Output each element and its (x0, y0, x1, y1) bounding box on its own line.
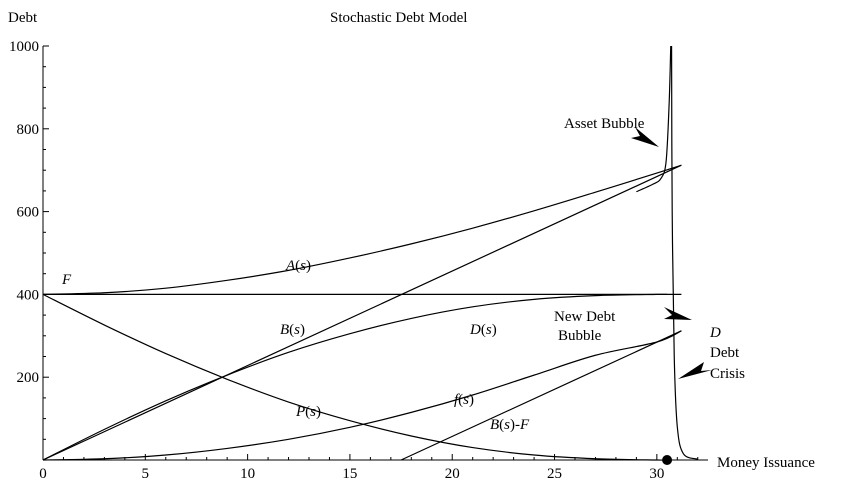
label-new-debt-2: Bubble (558, 328, 602, 344)
x-tick-label: 30 (649, 466, 664, 482)
series-debt-crisis (670, 45, 698, 460)
series-p-s (42, 293, 668, 461)
asset-bubble-arrow (631, 127, 659, 147)
y-tick-label: 1000 (9, 39, 39, 55)
debt-crisis-arrow (678, 362, 712, 379)
y-tick-label: 800 (17, 122, 40, 138)
series-d-s (42, 293, 668, 461)
x-tick-label: 25 (547, 466, 562, 482)
label-A: A(s) (285, 258, 311, 274)
label-B-minus-F: B(s)-F (490, 417, 530, 433)
new-debt-bubble-arrow (664, 307, 692, 320)
arrows (631, 127, 712, 379)
series-asset-bubble (636, 45, 672, 193)
series-b-s-f (400, 330, 682, 461)
x-tick-label: 5 (142, 466, 150, 482)
label-asset-bubble: Asset Bubble (564, 116, 645, 132)
x-tick-label: 0 (39, 466, 47, 482)
annotations: F A(s) B(s) D(s) P(s) f(s) B(s)-F D Asse… (61, 116, 745, 433)
chart-title: Stochastic Debt Model (330, 10, 467, 26)
series-group (42, 45, 698, 461)
series-b-s (42, 164, 682, 461)
label-B: B(s) (280, 322, 305, 338)
series-f-s (42, 330, 682, 461)
series-a-s (42, 164, 682, 295)
y-axis-label: Debt (8, 10, 38, 26)
y-tick-label: 600 (17, 205, 40, 221)
x-axis-label: Money Issuance (717, 455, 815, 471)
y-tick-label: 200 (17, 370, 40, 386)
label-F: F (61, 272, 72, 288)
label-D: D (709, 325, 721, 341)
label-debt-1: Debt (710, 345, 740, 361)
label-P: P(s) (295, 404, 321, 420)
ticks: 0 5 10 15 20 25 30 200 400 600 800 1000 (9, 39, 699, 482)
x-tick-label: 10 (240, 466, 255, 482)
axes (42, 46, 708, 461)
label-D-s: D(s) (469, 322, 497, 338)
x-tick-label: 20 (445, 466, 460, 482)
label-debt-2: Crisis (710, 366, 745, 382)
markers (662, 455, 673, 465)
label-new-debt-1: New Debt (554, 309, 616, 325)
issuance-marker (662, 455, 673, 465)
y-tick-label: 400 (17, 287, 40, 303)
x-tick-label: 15 (342, 466, 357, 482)
label-f: f(s) (454, 392, 474, 408)
